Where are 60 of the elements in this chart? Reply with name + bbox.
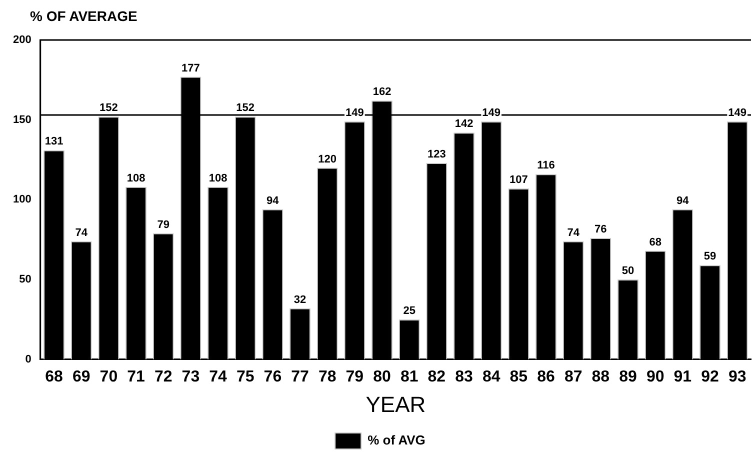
data-label: 131 (44, 136, 64, 148)
data-label: 94 (266, 194, 280, 207)
x-tick-label: 89 (619, 368, 638, 386)
data-label: 177 (182, 62, 200, 74)
data-label: 149 (346, 106, 364, 119)
data-label: 152 (236, 102, 255, 114)
y-tick-label: 0 (25, 353, 32, 366)
data-label: 116 (537, 160, 555, 172)
x-tick-label: 93 (728, 368, 746, 386)
data-label: 120 (318, 153, 337, 166)
data-label: 94 (676, 194, 690, 207)
x-tick-label: 80 (373, 368, 392, 386)
x-axis-title: YEAR (366, 392, 426, 417)
y-tick-label: 50 (19, 274, 32, 286)
x-tick-label: 74 (209, 368, 228, 386)
data-label: 108 (126, 172, 146, 184)
x-tick-label: 70 (100, 368, 118, 386)
data-label: 107 (509, 174, 528, 186)
data-label: 76 (594, 224, 607, 236)
x-tick-label: 75 (236, 368, 254, 386)
x-tick-label: 84 (482, 368, 500, 386)
x-tick-label: 90 (646, 368, 664, 386)
data-label: 74 (75, 226, 88, 239)
x-tick-label: 87 (564, 368, 582, 386)
data-label: 162 (372, 86, 392, 98)
x-tick-label: 85 (510, 368, 528, 386)
x-tick-label: 92 (701, 368, 719, 386)
data-label: 25 (403, 305, 416, 318)
x-tick-label: 88 (592, 368, 610, 386)
x-tick-label: 83 (455, 368, 474, 386)
x-tick-label: 77 (291, 368, 310, 386)
x-tick-label: 73 (182, 368, 200, 386)
data-label: 74 (567, 226, 580, 239)
x-tick-label: 79 (346, 368, 364, 386)
data-label: 59 (704, 250, 716, 263)
x-tick-label: 76 (264, 368, 282, 386)
y-tick-label: 150 (12, 114, 32, 126)
legend-label: % of AVG (368, 432, 426, 448)
data-label: 32 (294, 294, 306, 306)
x-tick-label: 78 (318, 368, 336, 386)
data-label: 79 (157, 218, 170, 231)
data-label: 149 (728, 106, 747, 119)
data-label: 142 (454, 118, 474, 130)
x-tick-label: 91 (674, 368, 692, 386)
y-axis-title: % OF AVERAGE (30, 8, 138, 24)
data-label: 123 (427, 148, 446, 160)
data-label: 108 (208, 172, 228, 184)
y-tick-label: 100 (12, 194, 32, 206)
data-label: 149 (482, 106, 501, 119)
x-tick-label: 68 (45, 368, 64, 386)
x-tick-label: 82 (428, 368, 446, 386)
data-label: 50 (622, 265, 634, 278)
data-label: 152 (100, 102, 118, 114)
x-tick-label: 86 (537, 368, 556, 386)
x-tick-label: 69 (72, 368, 90, 386)
x-tick-label: 81 (400, 368, 418, 386)
x-tick-label: 71 (127, 368, 146, 386)
data-label: 68 (649, 236, 662, 248)
y-tick-label: 200 (12, 34, 32, 46)
x-tick-label: 72 (154, 368, 172, 386)
